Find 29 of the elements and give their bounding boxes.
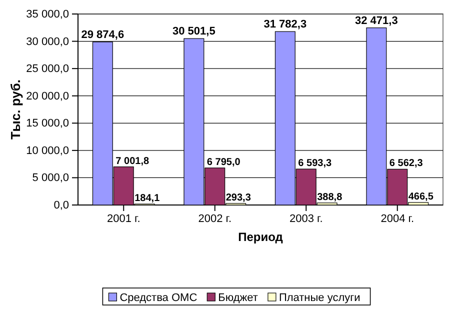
y-tick-label: 20 000,0: [26, 90, 69, 102]
y-tick-label: 35 000,0: [26, 8, 69, 21]
y-tick-label: 0,0: [54, 200, 69, 212]
x-tick-label: 2004 г.: [380, 212, 414, 225]
y-tick-label: 15 000,0: [26, 118, 69, 130]
x-axis-title: Период: [238, 230, 284, 244]
data-label: 32 471,3: [355, 14, 398, 27]
data-label: 6 593,3: [298, 158, 332, 170]
y-axis-title: Тыс. руб.: [8, 80, 23, 140]
x-tick-label: 2003 г.: [289, 212, 323, 225]
data-label: 184,1: [134, 192, 160, 204]
data-label: 466,5: [408, 191, 434, 202]
y-tick-label: 5 000,0: [32, 172, 69, 184]
data-label: 29 874,6: [81, 28, 124, 41]
y-tick-label: 25 000,0: [26, 63, 69, 76]
data-label: 31 782,3: [264, 18, 307, 31]
y-tick-label: 30 000,0: [26, 36, 69, 48]
data-label: 7 001,8: [116, 156, 150, 167]
data-label: 30 501,5: [172, 26, 216, 38]
y-tick-label: 10 000,0: [26, 144, 69, 157]
data-label: 6 795,0: [206, 156, 241, 168]
data-label: 6 562,3: [389, 158, 424, 170]
legend-label: Платные услуги: [278, 292, 360, 304]
x-tick-label: 2001 г.: [106, 212, 140, 225]
legend-label: Бюджет: [218, 292, 258, 304]
data-label: 388,8: [317, 192, 343, 203]
data-label: 293,3: [226, 192, 252, 204]
legend-label: Средства ОМС: [120, 292, 198, 304]
x-tick-label: 2002 г.: [198, 212, 232, 225]
